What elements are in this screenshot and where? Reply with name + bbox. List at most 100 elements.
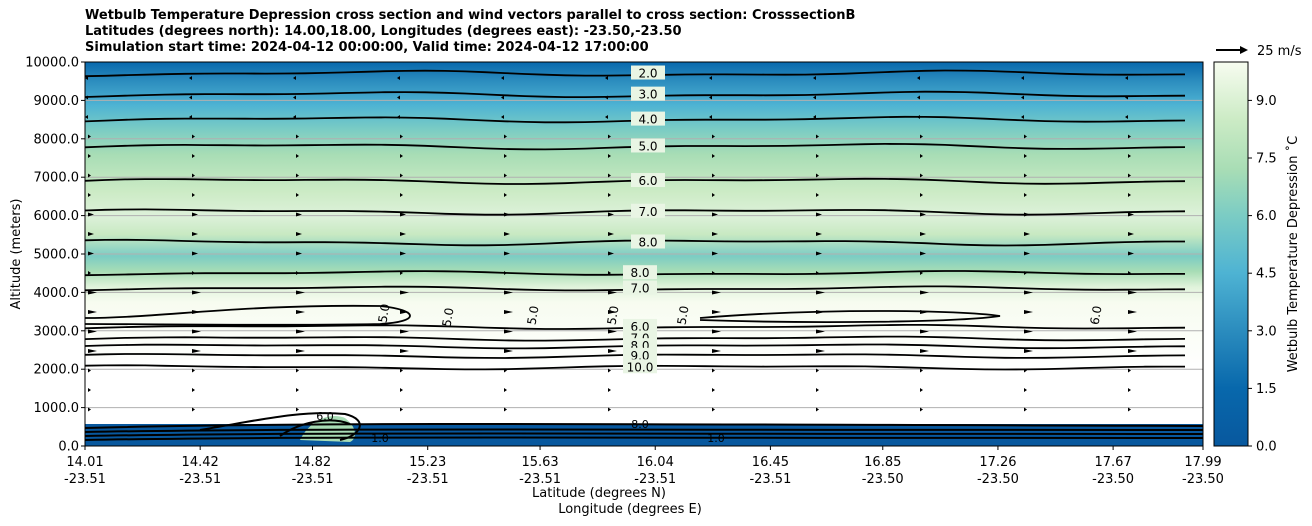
wind-vector-icon bbox=[296, 154, 299, 158]
wind-vector-icon bbox=[192, 173, 195, 178]
wind-vector-icon bbox=[712, 212, 718, 217]
wind-vector-icon bbox=[608, 349, 617, 353]
surface-contours bbox=[84, 412, 1204, 441]
y-tick-label: 6000.0 bbox=[34, 209, 80, 224]
wind-vector-icon bbox=[816, 349, 825, 353]
wind-vector-icon bbox=[608, 232, 614, 236]
wind-vector-icon bbox=[293, 76, 296, 80]
wind-vector-icon bbox=[608, 154, 611, 158]
wind-vector-icon bbox=[816, 154, 819, 158]
x-tick-label-lat: 14.01 bbox=[66, 455, 103, 470]
wind-vector-icon bbox=[1128, 388, 1131, 392]
wind-vector-icon bbox=[296, 232, 302, 236]
wind-vector-icon bbox=[400, 154, 403, 158]
wind-vector-icon bbox=[1024, 349, 1033, 353]
wind-vector-icon bbox=[296, 407, 299, 412]
wind-vector-icon bbox=[816, 232, 822, 236]
wind-vector-icon bbox=[920, 134, 923, 139]
wind-vector-icon bbox=[816, 134, 819, 139]
contour-label: 3.0 bbox=[638, 88, 657, 102]
wind-vector-icon bbox=[920, 349, 929, 353]
wind-vector-icon bbox=[88, 134, 91, 139]
contour-label-bg bbox=[631, 234, 665, 249]
wind-vector-icon bbox=[816, 212, 822, 217]
wind-vector-icon bbox=[920, 388, 923, 392]
wind-vector-icon bbox=[920, 154, 923, 158]
contour-labels: 2.03.04.05.06.07.08.08.07.06.07.08.09.01… bbox=[316, 65, 1105, 445]
wind-vector-icon bbox=[88, 310, 97, 314]
wind-vector-icon bbox=[712, 154, 715, 158]
wind-vector-icon bbox=[1125, 76, 1128, 80]
wind-vector-icon bbox=[400, 407, 403, 412]
wind-vector-icon bbox=[88, 193, 91, 197]
x-tick-label-lat: 15.23 bbox=[409, 455, 446, 470]
wind-vector-icon bbox=[296, 290, 305, 295]
x-tick-label-lat: 16.85 bbox=[864, 455, 901, 470]
x-tick-label-lon: -23.50 bbox=[1182, 472, 1224, 487]
wind-vector-icon bbox=[504, 251, 510, 256]
wind-vector-icon bbox=[1128, 368, 1131, 373]
wind-vector-icon bbox=[1128, 212, 1134, 217]
wind-vector-icon bbox=[88, 173, 91, 178]
y-axis: 0.0 1000.0 2000.0 3000.0 4000.0 5000.0 6000.0 7… bbox=[25, 56, 85, 455]
wind-vector-icon bbox=[400, 349, 409, 353]
wind-vector-icon bbox=[816, 290, 825, 295]
chart-title-line-2: Latitudes (degrees north): 14.00,18.00, … bbox=[85, 24, 682, 39]
wind-vector-icon bbox=[1128, 251, 1134, 256]
wind-vector-icon bbox=[88, 154, 91, 158]
wind-vector-icon bbox=[400, 134, 403, 139]
wind-vector-icon bbox=[192, 154, 195, 158]
wind-vector-icon bbox=[192, 290, 201, 295]
wind-vector-icon bbox=[88, 212, 94, 217]
y-tick-label: 8000.0 bbox=[34, 132, 80, 147]
wind-vector-icon bbox=[608, 290, 617, 295]
contour-label: 5.0 bbox=[605, 305, 622, 326]
wind-vector-icon bbox=[88, 251, 94, 256]
wind-vector-icon bbox=[296, 134, 299, 139]
wind-vector-icon bbox=[501, 95, 504, 100]
wind-vector-icon bbox=[813, 95, 816, 100]
wind-vector-icon bbox=[189, 76, 192, 80]
wind-vector-icon bbox=[192, 193, 195, 197]
wind-vector-icon bbox=[504, 388, 507, 392]
wind-vector-icon bbox=[296, 212, 302, 217]
contour-label: 5.0 bbox=[440, 307, 457, 328]
wind-vector-icon bbox=[192, 407, 195, 412]
x-tick-label-lon: -23.51 bbox=[179, 472, 221, 487]
x-axis-label-lon: Longitude (degrees E) bbox=[558, 502, 702, 517]
wind-vector-icon bbox=[1128, 349, 1137, 353]
wind-vector-icon bbox=[504, 173, 507, 178]
wind-vector-icon bbox=[920, 193, 923, 197]
wind-vector-icon bbox=[504, 407, 507, 412]
wind-vector-icon bbox=[192, 134, 195, 139]
wind-vector-icon bbox=[608, 134, 611, 139]
wind-vector-icon bbox=[88, 368, 91, 373]
wind-vector-icon bbox=[501, 76, 504, 80]
wind-vector-icon bbox=[400, 251, 406, 256]
wind-vector-icon bbox=[1128, 232, 1134, 236]
y-tick-label: 3000.0 bbox=[34, 324, 80, 339]
wind-vector-icon bbox=[712, 349, 721, 353]
wind-vector-icon bbox=[709, 95, 712, 100]
wind-vector-icon bbox=[712, 173, 715, 178]
x-tick-label-lat: 17.67 bbox=[1095, 455, 1132, 470]
contour-label: 7.0 bbox=[638, 205, 657, 219]
wind-vector-icon bbox=[192, 232, 198, 236]
wind-vector-icon bbox=[1128, 193, 1131, 197]
wind-vector-icon bbox=[293, 95, 296, 100]
contour-label: 7.0 bbox=[630, 282, 649, 296]
wind-vector-icon bbox=[296, 388, 299, 392]
wind-vector-icon bbox=[400, 329, 409, 334]
contour-label: 8.0 bbox=[630, 266, 649, 280]
wind-vector-icon bbox=[920, 173, 923, 178]
y-tick-label: 2000.0 bbox=[34, 363, 80, 378]
contour-label: 6.0 bbox=[316, 410, 334, 423]
wind-vector-icon bbox=[192, 368, 195, 373]
wind-vector-icon bbox=[88, 271, 91, 275]
x-tick-label-lat: 16.45 bbox=[752, 455, 789, 470]
wind-vector-icon bbox=[917, 76, 920, 80]
wind-vector-icon bbox=[816, 329, 825, 334]
wind-vector-icon bbox=[1024, 310, 1033, 314]
wind-vector-icon bbox=[296, 349, 305, 353]
quiver-arrow-icon bbox=[1240, 46, 1248, 54]
